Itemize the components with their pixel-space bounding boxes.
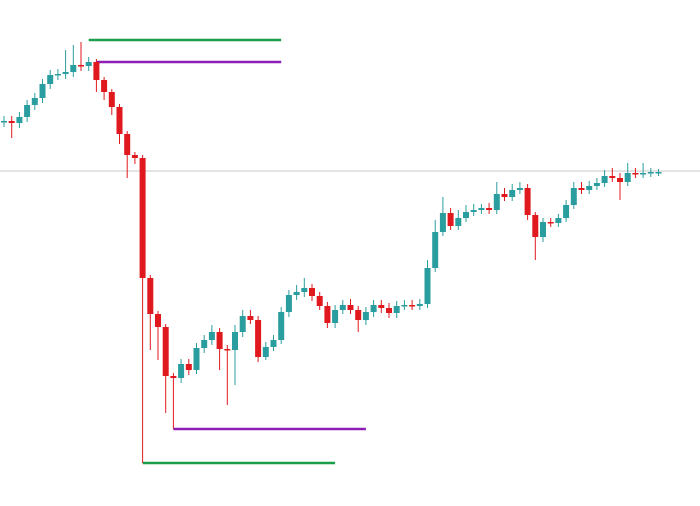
candle-body [540, 222, 546, 237]
candle-body [455, 218, 462, 226]
candle-body [524, 188, 531, 215]
candle-body [386, 308, 392, 313]
candle-body [401, 305, 408, 307]
candle-body [101, 80, 108, 92]
candle-body [301, 288, 308, 292]
candle-body [155, 314, 161, 327]
candle-body [185, 364, 192, 370]
candle-body [31, 98, 38, 105]
candle-body [632, 173, 639, 175]
candle-body [370, 305, 377, 312]
candle-body [586, 186, 593, 190]
candle-body [278, 312, 285, 340]
candle-body [285, 295, 292, 312]
candle-body [393, 306, 400, 313]
candle-body [47, 75, 54, 84]
candle-body [609, 176, 616, 178]
candle-body [316, 296, 323, 306]
candle-body [640, 173, 647, 175]
candle-body [478, 208, 485, 210]
candle-body [655, 172, 662, 174]
candle-body [470, 210, 477, 212]
candle-body [224, 349, 231, 351]
candle-body [16, 117, 23, 123]
candle-body [178, 364, 185, 378]
candle-body [501, 194, 508, 197]
candle-body [339, 305, 346, 310]
candle-body [432, 232, 439, 268]
candle-body [201, 340, 208, 348]
candle-body [70, 65, 77, 72]
candle-body [62, 72, 69, 74]
candle-body [208, 332, 215, 340]
candle-body [193, 348, 200, 370]
candle-body [416, 304, 423, 306]
candle-body [424, 268, 431, 304]
candle-body [647, 172, 654, 174]
candle-body [378, 305, 385, 308]
candle-body [232, 332, 238, 350]
candle-body [270, 340, 277, 347]
candle-body [532, 215, 539, 237]
candle-body [516, 188, 523, 190]
candle-body [463, 212, 469, 218]
candle-body [54, 74, 61, 76]
candle-body [93, 62, 100, 80]
candle-body [570, 188, 577, 205]
candle-body [262, 347, 269, 357]
candle-body [555, 218, 562, 223]
candle-body [447, 213, 454, 226]
candle-body [293, 292, 300, 295]
candle-body [355, 310, 362, 320]
candle-body [486, 208, 493, 210]
candle-body [39, 84, 46, 98]
candle-body [617, 178, 623, 182]
candle-body [162, 327, 169, 376]
candle-body [78, 65, 84, 67]
candle-body [578, 188, 585, 190]
candle-body [216, 332, 223, 349]
candle-body [593, 183, 600, 186]
candle-body [309, 288, 315, 296]
candle-body [131, 155, 138, 158]
candle-body [85, 62, 92, 66]
candle-body [24, 105, 31, 117]
candle-body [247, 316, 254, 320]
candle-body [563, 205, 570, 218]
candle-body [547, 222, 554, 224]
candle-body [347, 305, 354, 310]
candle-body [624, 173, 631, 182]
candle-body [255, 320, 262, 357]
candle-body [239, 316, 246, 332]
candle-body [509, 190, 516, 197]
candle-body [124, 134, 131, 155]
candle-body [439, 213, 446, 232]
candle-body [108, 92, 115, 107]
candle-body [147, 278, 154, 314]
candle-body [493, 194, 500, 210]
candle-body [324, 306, 331, 323]
candle-body [601, 176, 608, 183]
candle-body [332, 310, 339, 323]
candle-body [139, 158, 146, 278]
candle-body [409, 305, 416, 307]
candle-body [170, 376, 177, 378]
candle-body [362, 312, 369, 320]
candle-body [8, 121, 15, 123]
candle-body [116, 107, 123, 134]
candle-body [1, 121, 7, 123]
